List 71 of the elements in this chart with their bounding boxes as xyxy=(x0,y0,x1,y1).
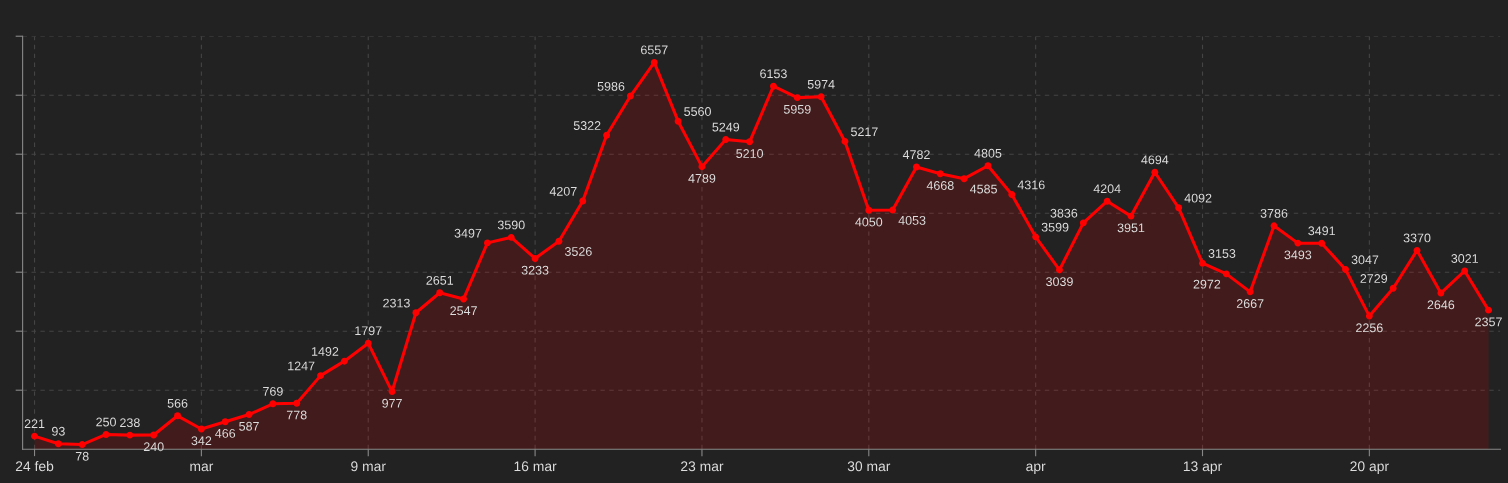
data-label: 3836 xyxy=(1050,208,1078,218)
data-label: 3021 xyxy=(1451,254,1478,263)
data-label: 4782 xyxy=(902,150,930,160)
x-tick-label: 23 mar xyxy=(681,461,724,472)
data-label: 3233 xyxy=(521,265,549,275)
data-label: 2667 xyxy=(1236,299,1264,308)
x-tick-label: 20 apr xyxy=(1350,461,1389,474)
data-label: 3951 xyxy=(1117,223,1145,233)
data-label: 4585 xyxy=(969,184,997,194)
data-label: 78 xyxy=(75,451,89,461)
data-label: 2547 xyxy=(450,306,477,316)
data-label: 2972 xyxy=(1193,279,1221,289)
data-label: 4204 xyxy=(1093,184,1121,194)
data-label: 4207 xyxy=(549,186,577,196)
data-label: 587 xyxy=(239,421,259,431)
data-label: 5217 xyxy=(851,127,878,137)
data-label: 3493 xyxy=(1284,250,1312,260)
data-label: 4668 xyxy=(926,181,954,190)
data-label: 5560 xyxy=(684,107,711,116)
data-label: 3590 xyxy=(497,220,525,230)
data-label: 3047 xyxy=(1351,255,1379,265)
data-label: 4092 xyxy=(1184,193,1212,203)
data-label: 5249 xyxy=(712,122,740,132)
data-label: 3153 xyxy=(1208,249,1236,258)
x-tick-label: 13 apr xyxy=(1183,461,1222,474)
data-label: 6153 xyxy=(760,69,787,79)
data-label: 5986 xyxy=(597,81,625,91)
data-label: 977 xyxy=(382,398,402,408)
data-label: 2357 xyxy=(1475,317,1502,327)
data-label: 93 xyxy=(52,426,65,436)
data-label: 4053 xyxy=(898,215,926,225)
data-label: 5959 xyxy=(783,104,811,114)
data-label: 1492 xyxy=(312,347,339,356)
data-label: 769 xyxy=(263,386,283,396)
data-label: 2256 xyxy=(1356,323,1383,333)
data-label: 3497 xyxy=(454,228,482,238)
data-label: 3526 xyxy=(564,247,592,256)
data-label: 3039 xyxy=(1046,277,1073,287)
x-tick-label: apr xyxy=(1026,463,1046,474)
data-label: 240 xyxy=(143,442,164,452)
data-label: 2646 xyxy=(1427,300,1455,310)
data-label: 2729 xyxy=(1360,274,1388,283)
data-label: 566 xyxy=(167,398,188,408)
data-label: 2651 xyxy=(426,275,454,285)
data-label: 3491 xyxy=(1308,226,1335,236)
data-label: 6557 xyxy=(641,45,668,55)
data-label: 5210 xyxy=(736,149,764,158)
data-label: 466 xyxy=(215,428,236,438)
data-label: 5974 xyxy=(807,79,835,89)
x-tick-label: 30 mar xyxy=(847,461,891,472)
data-label: 4316 xyxy=(1017,180,1045,190)
data-label: 221 xyxy=(24,419,45,428)
data-label: 5322 xyxy=(573,121,601,130)
data-label: 4805 xyxy=(974,148,1002,158)
data-label: 4694 xyxy=(1141,155,1169,165)
data-label: 4789 xyxy=(688,173,716,183)
data-label: 778 xyxy=(286,410,307,420)
data-label: 1797 xyxy=(355,326,382,336)
data-label: 4050 xyxy=(855,217,883,227)
data-label: 3599 xyxy=(1041,222,1069,232)
x-tick-label: mar xyxy=(190,463,214,472)
data-label: 3370 xyxy=(1403,233,1431,243)
data-label: 3786 xyxy=(1260,208,1288,218)
x-tick-label: 16 mar xyxy=(514,461,557,472)
data-label: 1247 xyxy=(288,361,315,371)
x-tick-label: 24 feb xyxy=(15,461,54,472)
data-label: 238 xyxy=(120,418,140,428)
x-tick-label: 9 mar xyxy=(351,461,386,472)
data-label: 342 xyxy=(191,436,212,446)
data-label: 2313 xyxy=(383,298,410,308)
data-label: 250 xyxy=(96,417,116,427)
